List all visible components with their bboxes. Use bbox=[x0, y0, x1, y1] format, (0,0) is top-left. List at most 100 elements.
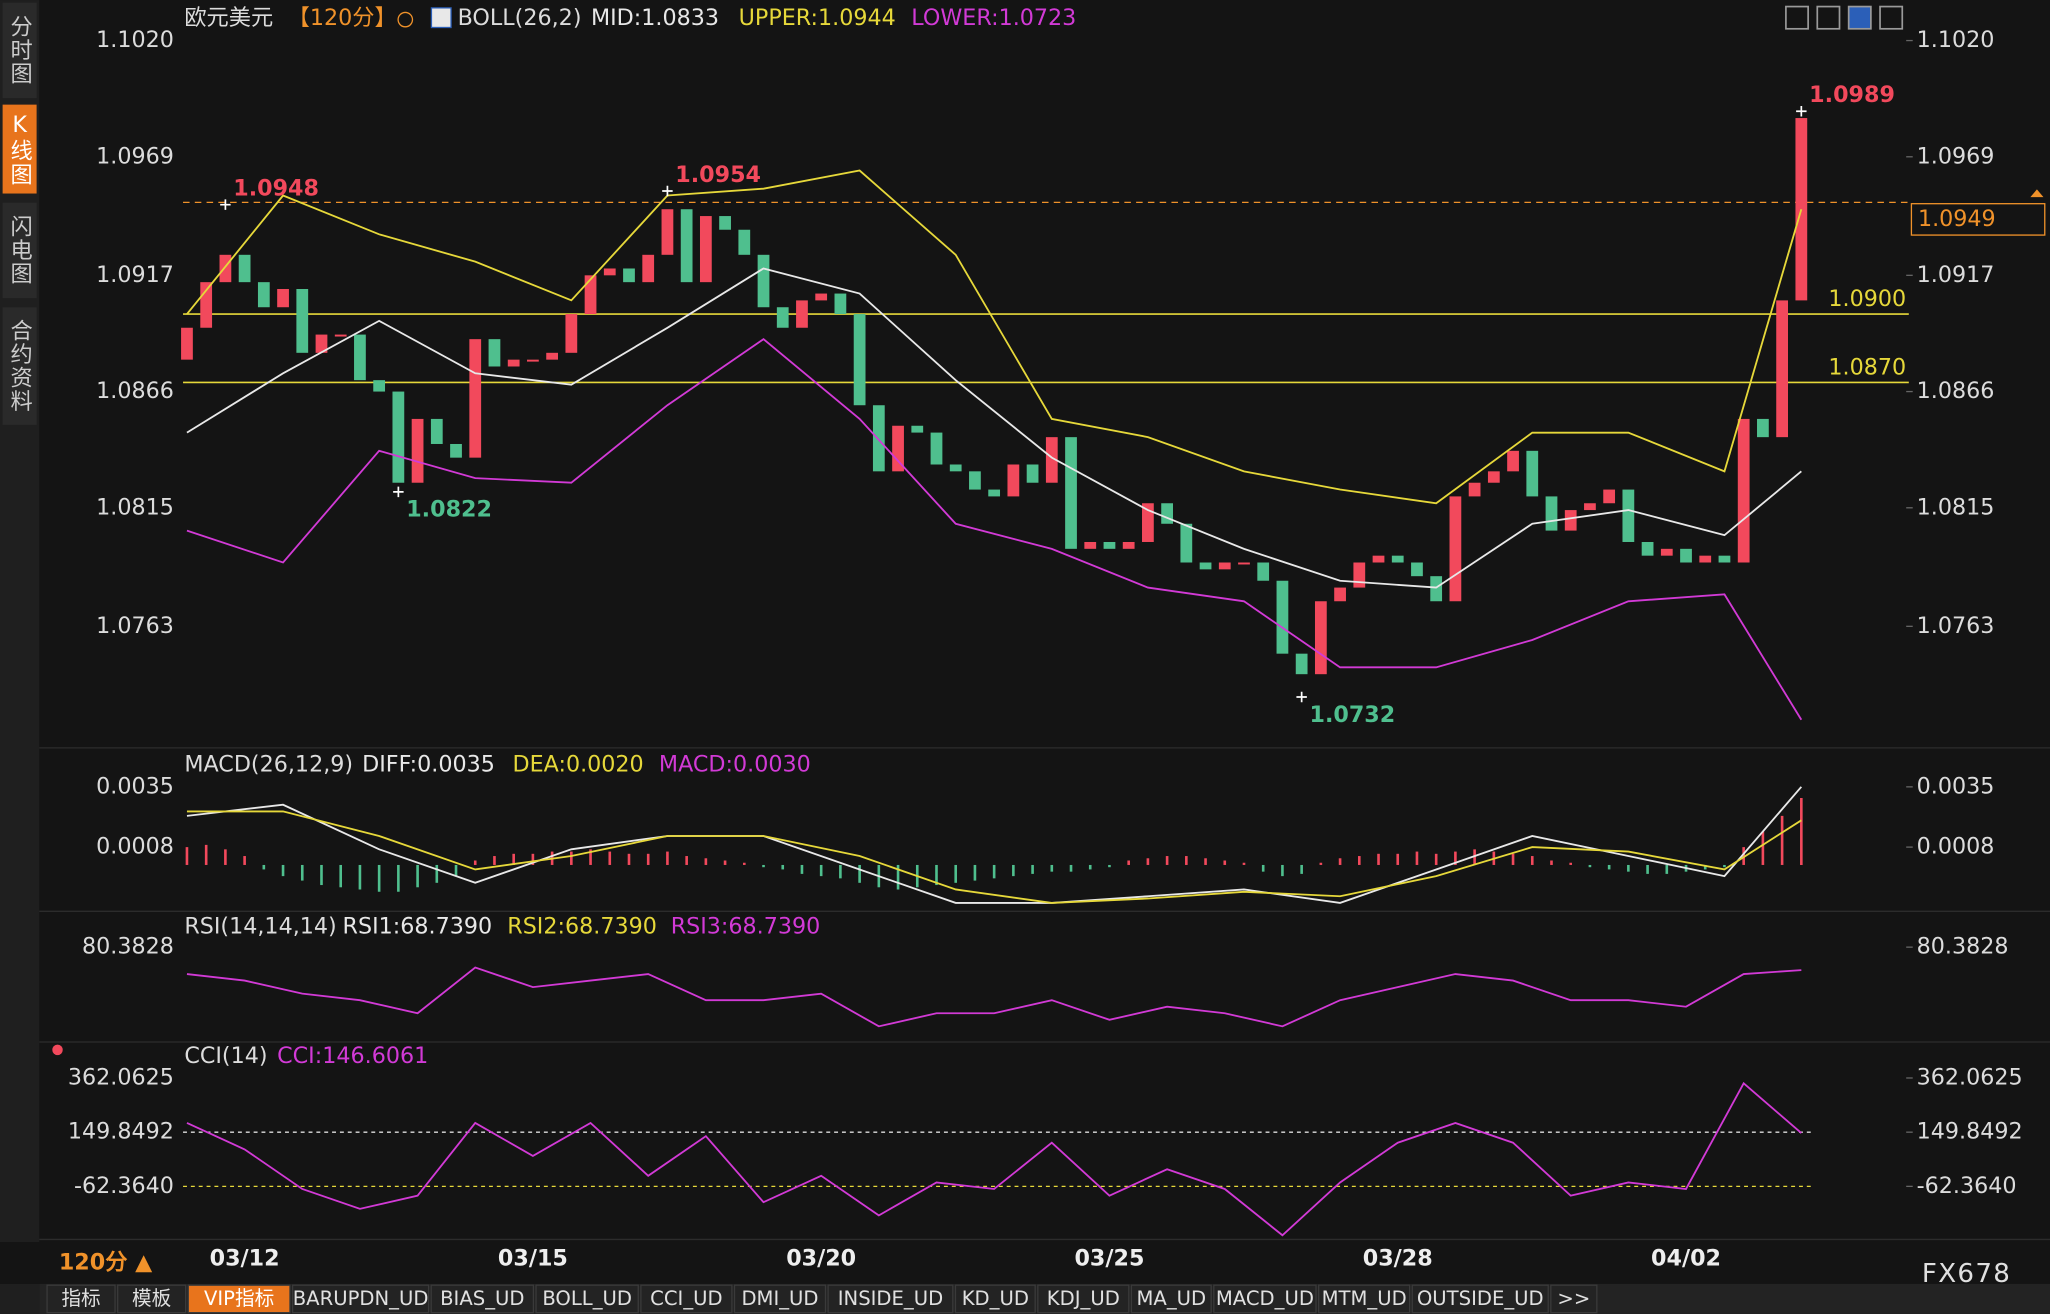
candle bbox=[661, 209, 674, 255]
toolbar bbox=[39, 1283, 2050, 1314]
sidebar-tab-label[interactable]: 闪电图 bbox=[7, 215, 33, 286]
sidebar-tab-label[interactable]: 合约资料 bbox=[7, 319, 33, 414]
y-tick-label-right: 1.0866 bbox=[1917, 378, 1995, 404]
toolbar-item-label[interactable]: KDJ_UD bbox=[1047, 1287, 1120, 1310]
toolbar-item[interactable] bbox=[1213, 1284, 1317, 1314]
candle bbox=[949, 464, 962, 472]
candle bbox=[892, 425, 904, 472]
candle bbox=[257, 282, 270, 308]
y-tick-label-right: 1.0917 bbox=[1917, 262, 1995, 288]
toolbar-item-label[interactable]: BOLL_UD bbox=[542, 1287, 632, 1310]
candle bbox=[872, 405, 885, 472]
current-price-box bbox=[1910, 203, 2046, 236]
sidebar-tab-label[interactable]: K线图 bbox=[7, 112, 33, 186]
sidebar-tab[interactable] bbox=[2, 307, 37, 425]
macd-line bbox=[186, 786, 1803, 904]
candle bbox=[1411, 562, 1423, 577]
candle bbox=[642, 254, 655, 283]
y-tick-label-right: 0.0035 bbox=[1917, 773, 1995, 799]
cci-legend: CCI:146.6061 bbox=[277, 1043, 428, 1069]
toolbar-item-label[interactable]: BIAS_UD bbox=[440, 1287, 524, 1310]
period: 【120分】 bbox=[288, 5, 397, 31]
candle bbox=[1699, 555, 1712, 563]
candle bbox=[1372, 555, 1385, 563]
toolbar-item-label[interactable]: BARUPDN_UD bbox=[293, 1287, 429, 1310]
y-tick-label: 0.0008 bbox=[96, 834, 174, 860]
candle bbox=[296, 288, 309, 353]
y-tick-label: 0.0035 bbox=[96, 773, 174, 799]
symbol: 欧元美元 bbox=[184, 5, 273, 31]
current-price-arrow bbox=[2030, 189, 2044, 198]
toolbar-item[interactable] bbox=[1411, 1284, 1549, 1314]
boll-legend: MID:1.0833 bbox=[591, 5, 719, 31]
candle bbox=[834, 293, 847, 315]
toolbar-item-label[interactable]: VIP指标 bbox=[204, 1287, 274, 1310]
extreme-label: 1.0948 bbox=[233, 175, 319, 201]
toolbar-item[interactable] bbox=[954, 1284, 1036, 1314]
indicator-icon bbox=[430, 7, 452, 29]
candle bbox=[1603, 489, 1616, 504]
toolbar-item[interactable] bbox=[46, 1284, 116, 1314]
candle bbox=[603, 268, 616, 276]
toolbar-item[interactable] bbox=[291, 1284, 430, 1314]
toolbar-item[interactable] bbox=[1317, 1284, 1411, 1314]
toolbar-item-label[interactable]: DMI_UD bbox=[741, 1287, 818, 1310]
candle bbox=[776, 307, 789, 328]
x-tick-label: 03/12 bbox=[210, 1246, 280, 1272]
candle bbox=[1430, 576, 1443, 602]
toolbar-item-label[interactable]: INSIDE_UD bbox=[838, 1287, 943, 1310]
candle bbox=[1680, 548, 1692, 563]
candle bbox=[411, 418, 424, 483]
cci-title: CCI(14) bbox=[184, 1043, 267, 1069]
period-switch[interactable]: 120分 ▲ bbox=[59, 1249, 153, 1275]
sidebar-tab[interactable] bbox=[2, 104, 37, 194]
toolbar-item[interactable] bbox=[535, 1284, 639, 1314]
toolbar-item-label[interactable]: >> bbox=[1557, 1287, 1590, 1310]
candle bbox=[930, 432, 943, 465]
toolbar-item[interactable] bbox=[117, 1284, 187, 1314]
x-tick-label: 04/02 bbox=[1651, 1246, 1721, 1272]
toolbar-item-label[interactable]: 模板 bbox=[132, 1287, 171, 1310]
extreme-marker bbox=[1296, 691, 1307, 703]
candle bbox=[1487, 471, 1500, 483]
add-icon[interactable] bbox=[397, 11, 414, 28]
candle bbox=[1641, 541, 1654, 556]
candle bbox=[623, 268, 635, 283]
cci-line bbox=[186, 1081, 1802, 1237]
y-tick-label: 1.0866 bbox=[96, 378, 174, 404]
y-tick-label-right: -62.3640 bbox=[1917, 1173, 2017, 1199]
macd-legend: DEA:0.0020 bbox=[513, 751, 644, 777]
candle bbox=[1199, 562, 1212, 570]
current-price-label: 1.0949 bbox=[1918, 206, 1996, 232]
toolbar-item[interactable] bbox=[1550, 1284, 1598, 1314]
date-axis-row bbox=[0, 1242, 2050, 1284]
candle bbox=[1468, 482, 1481, 497]
candle bbox=[1026, 464, 1039, 483]
toolbar-item-label[interactable]: 指标 bbox=[61, 1287, 100, 1310]
sidebar-tab[interactable] bbox=[2, 202, 37, 299]
candle bbox=[1776, 300, 1788, 438]
macd-legend: MACD:0.0030 bbox=[659, 751, 811, 777]
sidebar-tab-label[interactable]: 分时图 bbox=[7, 15, 33, 86]
toolbar-item-label[interactable]: MACD_UD bbox=[1216, 1287, 1314, 1310]
candle bbox=[1065, 437, 1077, 549]
toolbar-item-label[interactable]: OUTSIDE_UD bbox=[1417, 1287, 1544, 1310]
toolbar-item[interactable] bbox=[827, 1284, 954, 1314]
toolbar-item[interactable] bbox=[187, 1284, 291, 1314]
sidebar-tab[interactable] bbox=[2, 2, 37, 99]
toolbar-item[interactable] bbox=[430, 1284, 535, 1314]
toolbar-item[interactable] bbox=[1130, 1284, 1212, 1314]
toolbar-item[interactable] bbox=[1037, 1284, 1130, 1314]
candle bbox=[738, 229, 751, 255]
candle bbox=[1314, 601, 1327, 675]
toolbar-item[interactable] bbox=[733, 1284, 827, 1314]
toolbar-item-label[interactable]: KD_UD bbox=[962, 1287, 1029, 1310]
toolbar-item-label[interactable]: MTM_UD bbox=[1322, 1287, 1407, 1310]
toolbar-item-label[interactable]: CCI_UD bbox=[650, 1287, 722, 1310]
candle bbox=[507, 359, 520, 367]
settings-dot[interactable] bbox=[52, 1044, 63, 1056]
toolbar-item[interactable] bbox=[640, 1284, 733, 1314]
toolbar-item-label[interactable]: MA_UD bbox=[1137, 1287, 1207, 1310]
candle bbox=[430, 418, 443, 444]
candle bbox=[1622, 489, 1635, 542]
